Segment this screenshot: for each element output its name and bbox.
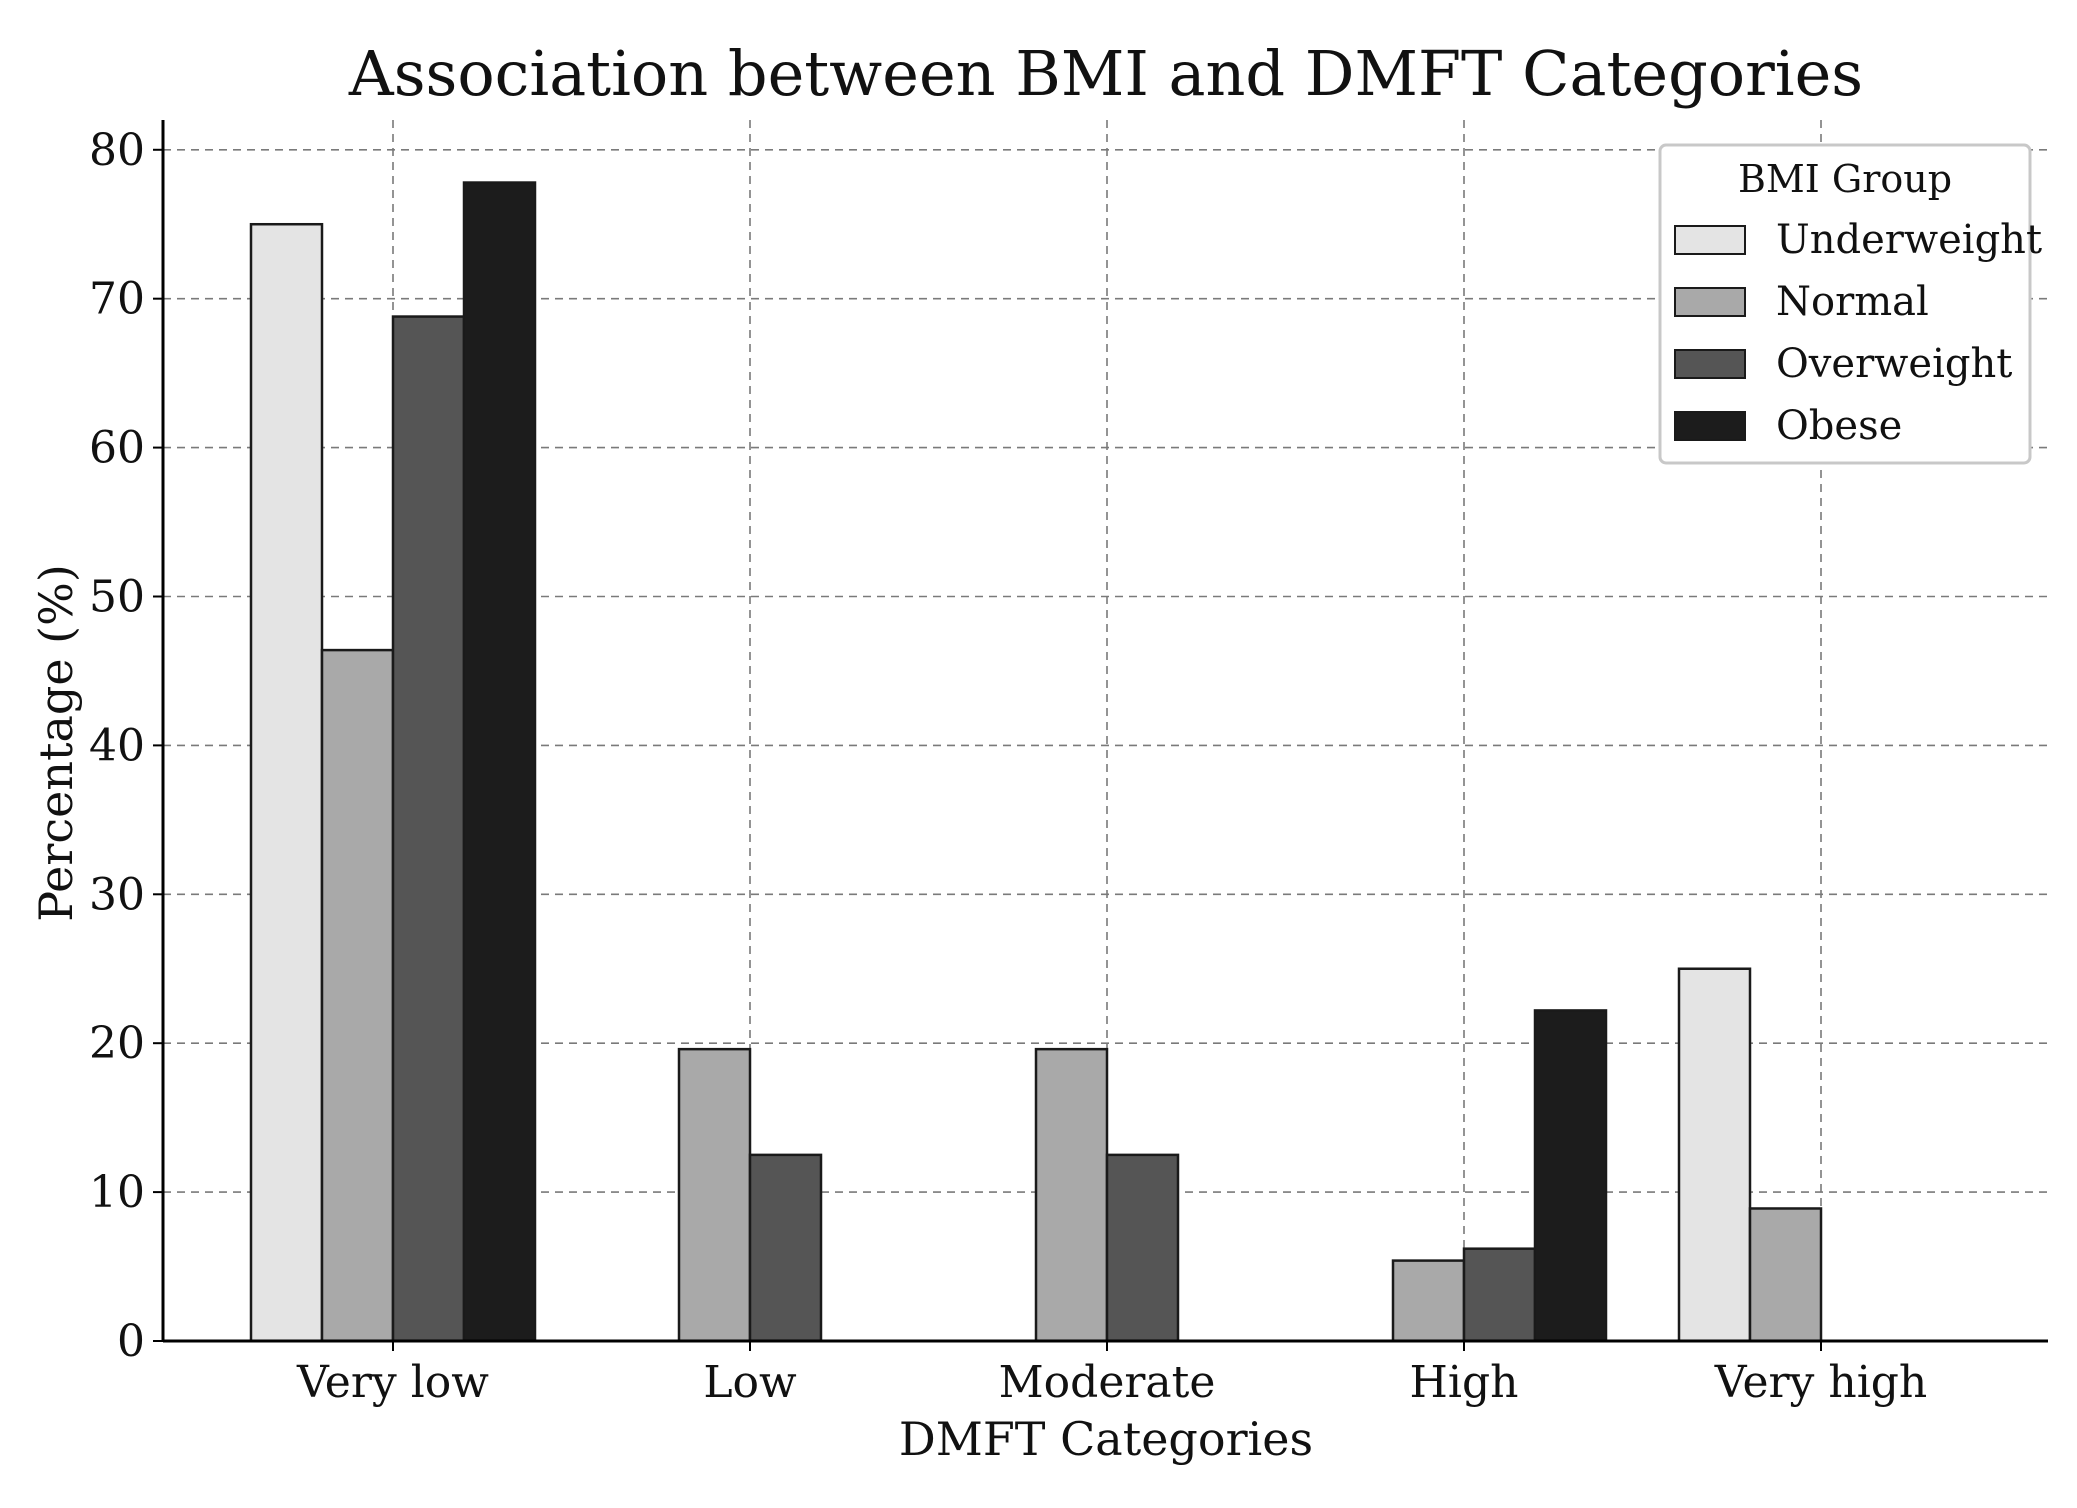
y-tick-label: 50 xyxy=(89,571,145,622)
axes xyxy=(161,120,2048,1343)
bar-normal-high xyxy=(1391,1259,1466,1343)
bar-obese-very-low xyxy=(462,181,537,1343)
bar-overweight-high xyxy=(1462,1247,1537,1343)
y-tick-label: 10 xyxy=(89,1167,145,1218)
x-tick-label: Very low xyxy=(296,1357,489,1408)
x-axis-label: DMFT Categories xyxy=(899,1412,1313,1466)
legend-label-obese: Obese xyxy=(1776,403,1902,449)
y-tick-label: 60 xyxy=(89,423,145,474)
x-tick-label: Moderate xyxy=(999,1357,1216,1408)
legend-title: BMI Group xyxy=(1738,157,1952,201)
bar-underweight-very-low xyxy=(249,222,324,1343)
bars xyxy=(249,181,1823,1343)
bar-normal-low xyxy=(677,1047,752,1343)
x-ticks: Very low Low Moderate High Very high xyxy=(296,1341,1927,1408)
bar-overweight-low xyxy=(748,1153,823,1343)
y-tick-label: 0 xyxy=(117,1316,145,1367)
legend-box xyxy=(1658,143,2032,465)
legend-swatch-obese xyxy=(1674,411,1746,441)
y-ticks: 0 10 20 30 40 50 60 70 80 xyxy=(89,125,163,1367)
legend-swatch-underweight xyxy=(1674,225,1746,255)
bar-obese-high xyxy=(1533,1009,1608,1343)
legend-items: Underweight Normal Overweight Obese xyxy=(1674,217,2042,449)
y-tick-label: 30 xyxy=(89,869,145,920)
bar-normal-very-low xyxy=(320,648,395,1343)
x-tick-label: High xyxy=(1410,1357,1519,1408)
bar-normal-moderate xyxy=(1034,1047,1109,1343)
y-tick-label: 70 xyxy=(89,274,145,325)
y-tick-label: 40 xyxy=(89,720,145,771)
bar-overweight-moderate xyxy=(1105,1153,1180,1343)
legend-label-underweight: Underweight xyxy=(1776,217,2042,263)
legend-swatch-normal xyxy=(1674,287,1746,317)
y-tick-label: 80 xyxy=(89,125,145,176)
legend-label-overweight: Overweight xyxy=(1776,341,2012,387)
y-axis-label: Percentage (%) xyxy=(29,564,83,922)
legend: BMI Group Underweight Normal Overweight Obe… xyxy=(1658,143,2042,465)
bar-underweight-very-high xyxy=(1677,967,1752,1343)
bar-overweight-very-low xyxy=(391,315,466,1343)
x-tick-label: Very high xyxy=(1714,1357,1928,1408)
x-tick-label: Low xyxy=(703,1357,797,1408)
chart-title: Association between BMI and DMFT Categor… xyxy=(348,37,1863,110)
bar-normal-very-high xyxy=(1748,1207,1823,1343)
y-tick-label: 20 xyxy=(89,1018,145,1069)
legend-swatch-overweight xyxy=(1674,349,1746,379)
legend-label-normal: Normal xyxy=(1776,279,1929,325)
